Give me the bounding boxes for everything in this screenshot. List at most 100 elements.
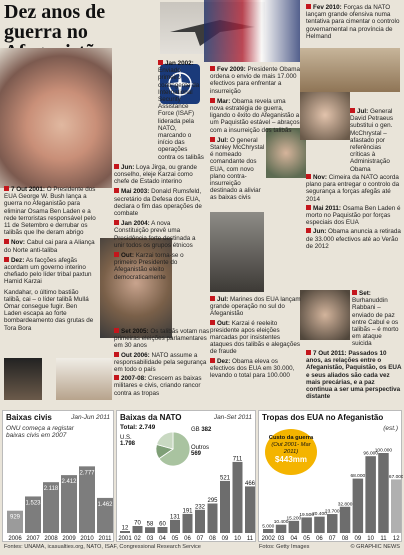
- data-label: 1.462: [97, 502, 113, 508]
- bar: [97, 497, 113, 533]
- timeline-right-2: Jul: General David Petraeus substitui o …: [350, 108, 402, 173]
- entry-text: Karzai é reeleito presidente apos eleiçõ…: [210, 319, 300, 356]
- x-tick-label: 11: [380, 536, 387, 542]
- list-item: Mar: Obama revela uma nova estratégia de…: [210, 97, 300, 134]
- list-item: Jul: Marines dos EUA lançam grande opera…: [210, 296, 302, 318]
- bar: [391, 479, 402, 533]
- bar: [378, 453, 389, 533]
- list-item: 7 Out 2011: Passados 10 anos, as relaçõe…: [306, 350, 402, 400]
- list-item: Fev 2009: Presidente Obama ordena o envi…: [210, 66, 300, 95]
- graphic-credit: © GRAPHIC NEWS: [350, 544, 401, 550]
- entry-text: Burhanuddin Rabbani – enviado de paz ent…: [352, 297, 399, 348]
- bar: [352, 478, 364, 533]
- entry-date: Jun:: [121, 163, 135, 171]
- data-label: 232: [195, 504, 206, 510]
- list-item: Mai 2003: Donald Rumsfeld, secretário da…: [114, 188, 204, 217]
- entry-text: Enviado primeiro contingente da Internat…: [158, 67, 204, 161]
- us-troops-chart: Tropas dos EUA no Afeganistão (est.) 5.0…: [258, 410, 403, 542]
- entry-text: Loya Jirga, ou grande conselho, eleje Ka…: [114, 163, 197, 186]
- x-tick-label: 09: [355, 536, 362, 542]
- entry-date: Fev 2009:: [217, 66, 246, 73]
- data-label: 521: [220, 475, 231, 481]
- data-label: 68.000: [351, 473, 366, 479]
- civilian-casualties-chart: Baixas civis Jan-Jun 2011 ONU começa a r…: [2, 410, 114, 542]
- entry-date: Mai 2003:: [121, 188, 150, 196]
- nato-total: Total: 2.749: [120, 424, 156, 431]
- bar: [288, 520, 300, 533]
- bar: [339, 506, 351, 533]
- entry-text: Os talibãs votam nas primeiras eleições …: [114, 328, 210, 350]
- data-label: 711: [233, 456, 243, 462]
- x-tick-label: 09: [222, 536, 229, 542]
- bar: [301, 517, 312, 533]
- x-tick-label: 2007: [26, 536, 40, 542]
- bar: [25, 496, 41, 533]
- entry-date: Jul:: [217, 296, 229, 303]
- bar: [314, 516, 325, 533]
- list-item: Dez: As facções afegãs acordam um govern…: [4, 256, 96, 286]
- bar: [365, 456, 376, 533]
- data-label: 5.000: [262, 524, 274, 530]
- data-label: 1.523: [25, 500, 41, 506]
- bar: [245, 486, 255, 533]
- x-tick-label: 12: [393, 536, 400, 542]
- entry-date: 7 Out 2001:: [11, 186, 45, 193]
- list-item: Set 2005: Os talibãs votam nas primeiras…: [114, 328, 210, 350]
- bar: [195, 509, 205, 533]
- entry-text: Obama revela uma nova estratégia de guer…: [210, 97, 300, 134]
- x-tick-label: 2008: [44, 536, 58, 542]
- list-item: Jun: Loya Jirga, ou grande conselho, ele…: [114, 163, 204, 186]
- list-item: Jan 2004: A nova Constituição prevê uma …: [114, 220, 204, 249]
- entry-date: Nov:: [313, 174, 327, 181]
- entry-date: Jan 2002:: [165, 60, 194, 67]
- entry-date: Jan 2004:: [121, 220, 150, 228]
- list-item: Out: Karzai é reeleito presidente apos e…: [210, 319, 302, 356]
- x-tick-label: 02: [134, 536, 141, 542]
- list-item: Fev 2010: Forças da NATO lançam grande o…: [306, 4, 402, 40]
- chart-title: Baixas da NATO: [120, 413, 182, 422]
- bar: [7, 510, 23, 533]
- list-item: 2007-08: Crescem as baixas militares e c…: [114, 375, 210, 397]
- data-label: 131: [170, 514, 181, 520]
- chart-note: ONU começa a registar baixas civis em 20…: [6, 425, 74, 439]
- troops-est: (est.): [383, 425, 398, 432]
- bar: [220, 480, 230, 533]
- entry-date: Jun:: [313, 228, 327, 236]
- nato-casualties-chart: Baixas da NATO Jan-Set 2011 Total: 2.749…: [116, 410, 256, 542]
- entry-text: O general Stanley McChrystal é nomeado c…: [210, 136, 265, 202]
- x-tick-label: 2001: [118, 536, 132, 542]
- data-label: 12: [122, 526, 129, 532]
- nato-logo: [160, 64, 200, 104]
- bar: [232, 461, 243, 533]
- x-tick-label: 2009: [62, 536, 76, 542]
- data-label: 929: [10, 515, 21, 521]
- x-tick-label: 03: [278, 536, 285, 542]
- bar: [170, 519, 180, 533]
- entry-text: Obama eleva os efectivos dos EUA em 30.0…: [210, 357, 295, 380]
- entry-text: As facções afegãs acordam um governo int…: [4, 256, 92, 286]
- entry-date: Nov:: [11, 239, 25, 247]
- x-tick-label: 2011: [99, 536, 113, 542]
- entry-text: Cabul cai para a Aliança do Norte anti-t…: [4, 239, 95, 254]
- data-label: 67.000: [389, 474, 403, 480]
- explosion-photo: [210, 212, 264, 292]
- entry-text: Karzai torna-se o primeiro Presidente do…: [114, 252, 184, 281]
- x-tick-label: 03: [147, 536, 154, 542]
- bar: [61, 475, 77, 533]
- rabbani-photo: [300, 290, 350, 340]
- timeline-mid-lower: Set 2005: Os talibãs votam nas primeiras…: [114, 328, 210, 397]
- entry-text: O Presidente dos EUA George W. Bush lanç…: [4, 186, 96, 237]
- list-item: Nov: Cabul cai para a Aliança do Norte a…: [4, 239, 96, 254]
- timeline-right-5: 7 Out 2011: Passados 10 anos, as relaçõe…: [306, 350, 402, 400]
- timeline-left: 7 Out 2001: O Presidente dos EUA George …: [4, 186, 96, 332]
- pie-label-gb: GB 382: [191, 427, 212, 433]
- x-tick-label: 06: [316, 536, 323, 542]
- entry-text: NATO assume a responsabilidade pela segu…: [114, 351, 207, 374]
- entry-date: Out 2006:: [121, 351, 150, 359]
- photo-credit: Fotos: Getty Images: [259, 544, 310, 550]
- bar: [120, 531, 130, 533]
- bar: [275, 524, 287, 533]
- data-label: 23.700: [325, 509, 340, 515]
- omar-photo: [4, 358, 42, 400]
- x-tick-label: 10: [234, 536, 241, 542]
